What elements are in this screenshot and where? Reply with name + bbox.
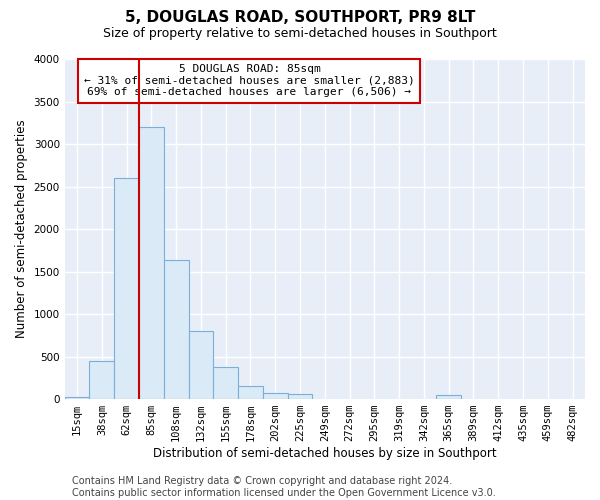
Bar — [164, 260, 188, 399]
Bar — [238, 386, 263, 399]
Bar — [287, 394, 313, 399]
Bar — [436, 395, 461, 399]
Text: 5 DOUGLAS ROAD: 85sqm
← 31% of semi-detached houses are smaller (2,883)
69% of s: 5 DOUGLAS ROAD: 85sqm ← 31% of semi-deta… — [84, 64, 415, 98]
Bar — [89, 361, 114, 399]
Bar — [263, 393, 287, 399]
Y-axis label: Number of semi-detached properties: Number of semi-detached properties — [15, 120, 28, 338]
Bar — [139, 127, 164, 399]
Text: Contains HM Land Registry data © Crown copyright and database right 2024.
Contai: Contains HM Land Registry data © Crown c… — [72, 476, 496, 498]
Text: Size of property relative to semi-detached houses in Southport: Size of property relative to semi-detach… — [103, 28, 497, 40]
Bar — [188, 331, 214, 399]
Bar — [214, 367, 238, 399]
Bar — [65, 396, 89, 399]
X-axis label: Distribution of semi-detached houses by size in Southport: Distribution of semi-detached houses by … — [153, 447, 497, 460]
Text: 5, DOUGLAS ROAD, SOUTHPORT, PR9 8LT: 5, DOUGLAS ROAD, SOUTHPORT, PR9 8LT — [125, 10, 475, 25]
Bar — [114, 178, 139, 399]
